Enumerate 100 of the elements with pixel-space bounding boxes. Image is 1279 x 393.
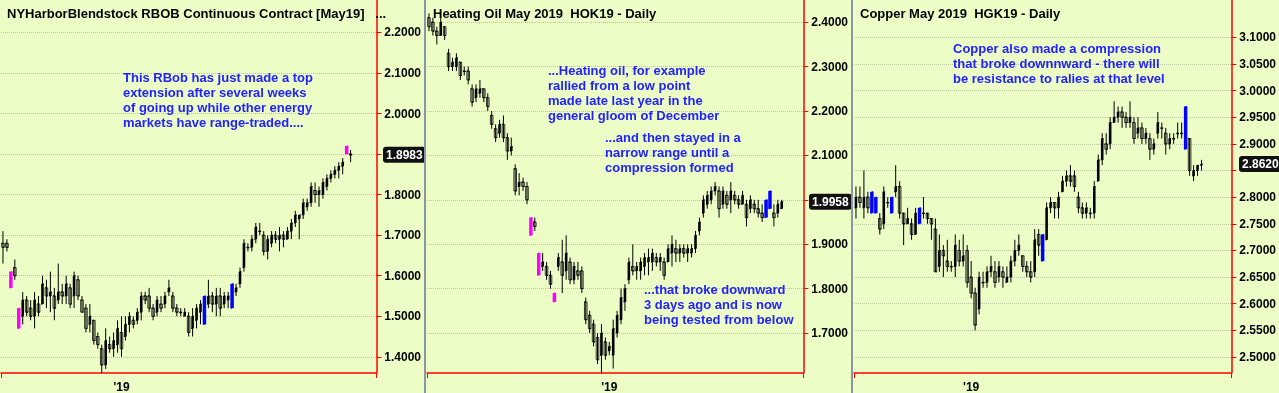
candlestick [933, 217, 938, 273]
candlestick [1180, 122, 1183, 140]
candlestick [1001, 265, 1005, 289]
candlestick [529, 217, 533, 236]
candlestick [882, 186, 886, 230]
candlestick [191, 307, 194, 338]
candlestick [195, 303, 198, 329]
candlestick [112, 331, 115, 358]
candlestick [183, 307, 186, 317]
y-tick-label: 2.6500 [1239, 270, 1277, 285]
candlestick [278, 226, 281, 252]
y-tick-label: 2.1000 [811, 148, 849, 163]
y-tick-label: 1.8000 [811, 281, 849, 296]
candlestick [541, 252, 544, 272]
candlestick [533, 217, 537, 232]
text: 2.8620 [1242, 157, 1279, 172]
candlestick [752, 199, 756, 214]
candlestick [513, 163, 517, 196]
candlestick [1164, 127, 1168, 156]
candlestick [736, 194, 741, 210]
candlestick [344, 145, 349, 155]
candlestick [262, 230, 266, 256]
candlestick [442, 26, 447, 41]
y-tick-label: 1.7000 [384, 228, 422, 243]
candlestick [941, 244, 946, 278]
candlestick [33, 291, 36, 329]
candlestick [698, 217, 701, 236]
candlestick [186, 311, 191, 338]
y-tick-label: 2.0000 [384, 106, 422, 121]
candlestick [1172, 132, 1176, 145]
candlestick [600, 323, 603, 374]
candlestick [446, 48, 451, 72]
candlestick [451, 57, 454, 72]
candlestick [772, 203, 776, 227]
candlestick [945, 239, 950, 273]
candlestick [560, 239, 564, 294]
candlestick [313, 181, 317, 204]
candlestick [455, 52, 458, 72]
candlestick [119, 315, 124, 358]
y-tick-label: 3.1000 [1239, 30, 1277, 45]
candlestick [557, 252, 560, 272]
candlestick [717, 186, 721, 219]
annotation: Copper also made a compression that broke downnward - there will be resistance to ralies at that level [953, 41, 1165, 86]
candlestick [139, 291, 143, 321]
y-tick-label: 3.0000 [1239, 83, 1277, 98]
candlestick [258, 222, 262, 236]
candlestick [639, 257, 642, 281]
candlestick [1045, 201, 1048, 241]
x-tick-label: '19 [113, 380, 130, 393]
candlestick [13, 258, 17, 281]
candlestick [341, 157, 345, 175]
annotation: ...and then stayed in a narrow range until a compression formed [605, 130, 742, 175]
candlestick [674, 239, 678, 263]
candlestick [9, 271, 13, 289]
candlestick [207, 279, 210, 309]
annotation: ...Heating oil, for example rallied from a low point made late last year in the general gloom of December [548, 63, 720, 123]
candlestick [1052, 201, 1057, 219]
y-tick-label: 2.3000 [811, 59, 849, 74]
y-tick-label: 2.1000 [384, 65, 422, 80]
text: Heating Oil May 2019 HOK19 - Daily [433, 6, 658, 21]
y-tick-label: 2.2000 [384, 25, 422, 40]
candlestick [1168, 132, 1172, 150]
candlestick [466, 66, 470, 85]
candlestick [179, 307, 183, 317]
candlestick [17, 307, 21, 329]
y-tick-label: 1.9000 [811, 237, 849, 252]
candlestick [1148, 132, 1152, 161]
candlestick [202, 295, 207, 325]
candlestick [21, 291, 25, 325]
candlestick [914, 207, 917, 235]
candlestick [654, 252, 659, 267]
x-tick-label: '19 [601, 380, 618, 393]
candlestick [281, 230, 286, 248]
y-tick-label: 1.8000 [384, 187, 422, 202]
candlestick [1124, 111, 1128, 129]
candlestick [647, 248, 650, 276]
x-tick-label: '19 [963, 380, 980, 393]
y-tick-label: 2.9000 [1239, 136, 1277, 151]
candlestick [348, 149, 353, 163]
candlestick [741, 190, 744, 205]
y-tick-label: 1.5000 [384, 309, 422, 324]
candlestick [509, 137, 513, 156]
text: 1.8983 [386, 147, 424, 162]
candlestick [643, 252, 646, 276]
candlestick [486, 92, 490, 112]
candlestick [427, 12, 431, 32]
text: Copper May 2019 HGK19 - Daily [860, 6, 1061, 21]
y-tick-label: 1.6000 [384, 268, 422, 283]
candlestick [686, 243, 689, 263]
y-tick-label: 2.2000 [811, 104, 849, 119]
candlestick [658, 252, 662, 272]
candlestick [922, 196, 925, 219]
y-tick-label: 3.0500 [1239, 56, 1277, 71]
candlestick [631, 243, 635, 276]
annotation: This RBob has just made a top extension after several weeks of going up while other energy markets have range-traded.... [123, 70, 314, 130]
candlestick [756, 199, 760, 219]
candlestick [733, 190, 737, 205]
y-tick-label: 2.5500 [1239, 323, 1277, 338]
candlestick [635, 261, 639, 281]
candlestick [1068, 164, 1073, 187]
